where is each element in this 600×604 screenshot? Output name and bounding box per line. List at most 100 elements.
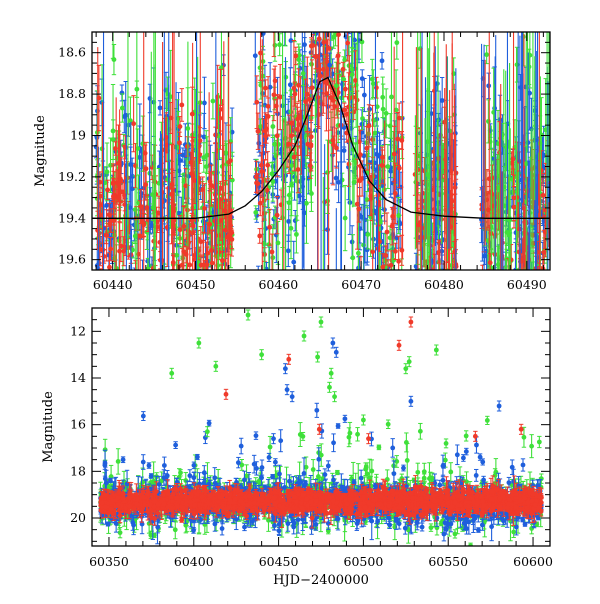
top-green-point bbox=[489, 320, 494, 325]
top-blue-point bbox=[256, 141, 261, 146]
top-blue-point bbox=[200, 326, 205, 331]
top-red-point bbox=[541, 193, 546, 198]
top-green-point bbox=[504, 145, 509, 150]
top-green-point bbox=[204, 164, 209, 169]
top-green-point bbox=[385, 21, 390, 26]
top-green-point bbox=[295, 179, 300, 184]
top-blue-point bbox=[326, 11, 331, 16]
top-green-point bbox=[218, 289, 223, 294]
top-green-point bbox=[486, 119, 491, 124]
top-blue-point bbox=[334, 176, 339, 181]
top-blue-point bbox=[494, 346, 499, 351]
top-red-point bbox=[178, 292, 183, 297]
top-green-point bbox=[120, 106, 125, 111]
top-blue-point bbox=[444, 300, 449, 305]
top-green-point bbox=[289, 163, 294, 168]
top-green-point bbox=[222, 253, 227, 258]
top-green-point bbox=[189, 302, 194, 307]
top-green-point bbox=[448, 301, 453, 306]
top-blue-point bbox=[362, 93, 367, 98]
top-green-point bbox=[277, 42, 282, 47]
top-blue-point bbox=[132, 290, 137, 295]
top-blue-point bbox=[356, 292, 361, 297]
top-green-point bbox=[276, 241, 281, 246]
top-green-point bbox=[536, 325, 541, 330]
top-red-point bbox=[191, 224, 196, 229]
top-blue-point bbox=[324, 19, 329, 24]
top-green-point bbox=[222, 296, 227, 301]
top-red-point bbox=[275, 213, 280, 218]
top-blue-point bbox=[140, 286, 145, 291]
top-green-point bbox=[111, 14, 116, 19]
top-green-point bbox=[115, 299, 120, 304]
top-green-point bbox=[385, 164, 390, 169]
top-red-point bbox=[347, 162, 352, 167]
top-red-point bbox=[274, 104, 279, 109]
top-blue-point bbox=[165, 294, 170, 299]
top-green-point bbox=[204, 352, 209, 357]
top-red-point bbox=[254, 100, 259, 105]
top-blue-point bbox=[139, 191, 144, 196]
top-red-point bbox=[145, 205, 150, 210]
top-green-point bbox=[329, 9, 334, 14]
top-blue-point bbox=[288, 82, 293, 87]
top-red-point bbox=[341, 67, 346, 72]
top-green-point bbox=[491, 333, 496, 338]
top-green-point bbox=[483, 336, 488, 341]
top-green-point bbox=[193, 326, 198, 331]
top-blue-point bbox=[215, 295, 220, 300]
top-blue-point bbox=[286, 219, 291, 224]
top-blue-point bbox=[174, 310, 179, 315]
top-blue-point bbox=[225, 277, 230, 282]
top-red-point bbox=[309, 44, 314, 49]
top-blue-point bbox=[316, 0, 321, 3]
top-green-point bbox=[253, 210, 258, 215]
top-red-point bbox=[399, 248, 404, 253]
top-green-point bbox=[501, 273, 506, 278]
top-red-point bbox=[179, 103, 184, 108]
top-red-point bbox=[487, 287, 492, 292]
top-red-point bbox=[220, 279, 225, 284]
top-green-point bbox=[292, 22, 297, 27]
top-green-point bbox=[270, 124, 275, 129]
top-green-point bbox=[197, 298, 202, 303]
top-red-point bbox=[318, 74, 323, 79]
top-green-point bbox=[201, 294, 206, 299]
top-red-point bbox=[137, 294, 142, 299]
top-green-point bbox=[356, 251, 361, 256]
top-blue-point bbox=[286, 248, 291, 253]
top-green-point bbox=[384, 111, 389, 116]
top-blue-point bbox=[323, 21, 328, 26]
top-red-point bbox=[488, 260, 493, 265]
top-red-point bbox=[257, 234, 262, 239]
top-red-point bbox=[191, 337, 196, 342]
top-red-point bbox=[107, 265, 112, 270]
top-blue-point bbox=[539, 324, 544, 329]
top-red-point bbox=[104, 233, 109, 238]
top-blue-point bbox=[347, 23, 352, 28]
top-green-point bbox=[486, 281, 491, 286]
top-blue-point bbox=[335, 13, 340, 18]
top-blue-point bbox=[253, 53, 258, 58]
top-blue-point bbox=[446, 302, 451, 307]
top-blue-point bbox=[348, 22, 353, 27]
top-red-point bbox=[143, 289, 148, 294]
top-red-point bbox=[504, 309, 509, 314]
top-red-point bbox=[399, 138, 404, 143]
top-green-point bbox=[399, 280, 404, 285]
top-green-point bbox=[434, 300, 439, 305]
top-blue-point bbox=[350, 240, 355, 245]
top-blue-point bbox=[504, 316, 509, 321]
top-red-point bbox=[393, 249, 398, 254]
top-blue-point bbox=[500, 274, 505, 279]
top-green-point bbox=[160, 322, 165, 327]
top-red-point bbox=[275, 133, 280, 138]
top-blue-point bbox=[486, 83, 491, 88]
top-red-point bbox=[108, 247, 113, 252]
top-red-point bbox=[214, 293, 219, 298]
top-blue-point bbox=[493, 341, 498, 346]
top-red-point bbox=[270, 249, 275, 254]
top-green-point bbox=[155, 295, 160, 300]
top-red-point bbox=[177, 140, 182, 145]
top-blue-point bbox=[529, 292, 534, 297]
